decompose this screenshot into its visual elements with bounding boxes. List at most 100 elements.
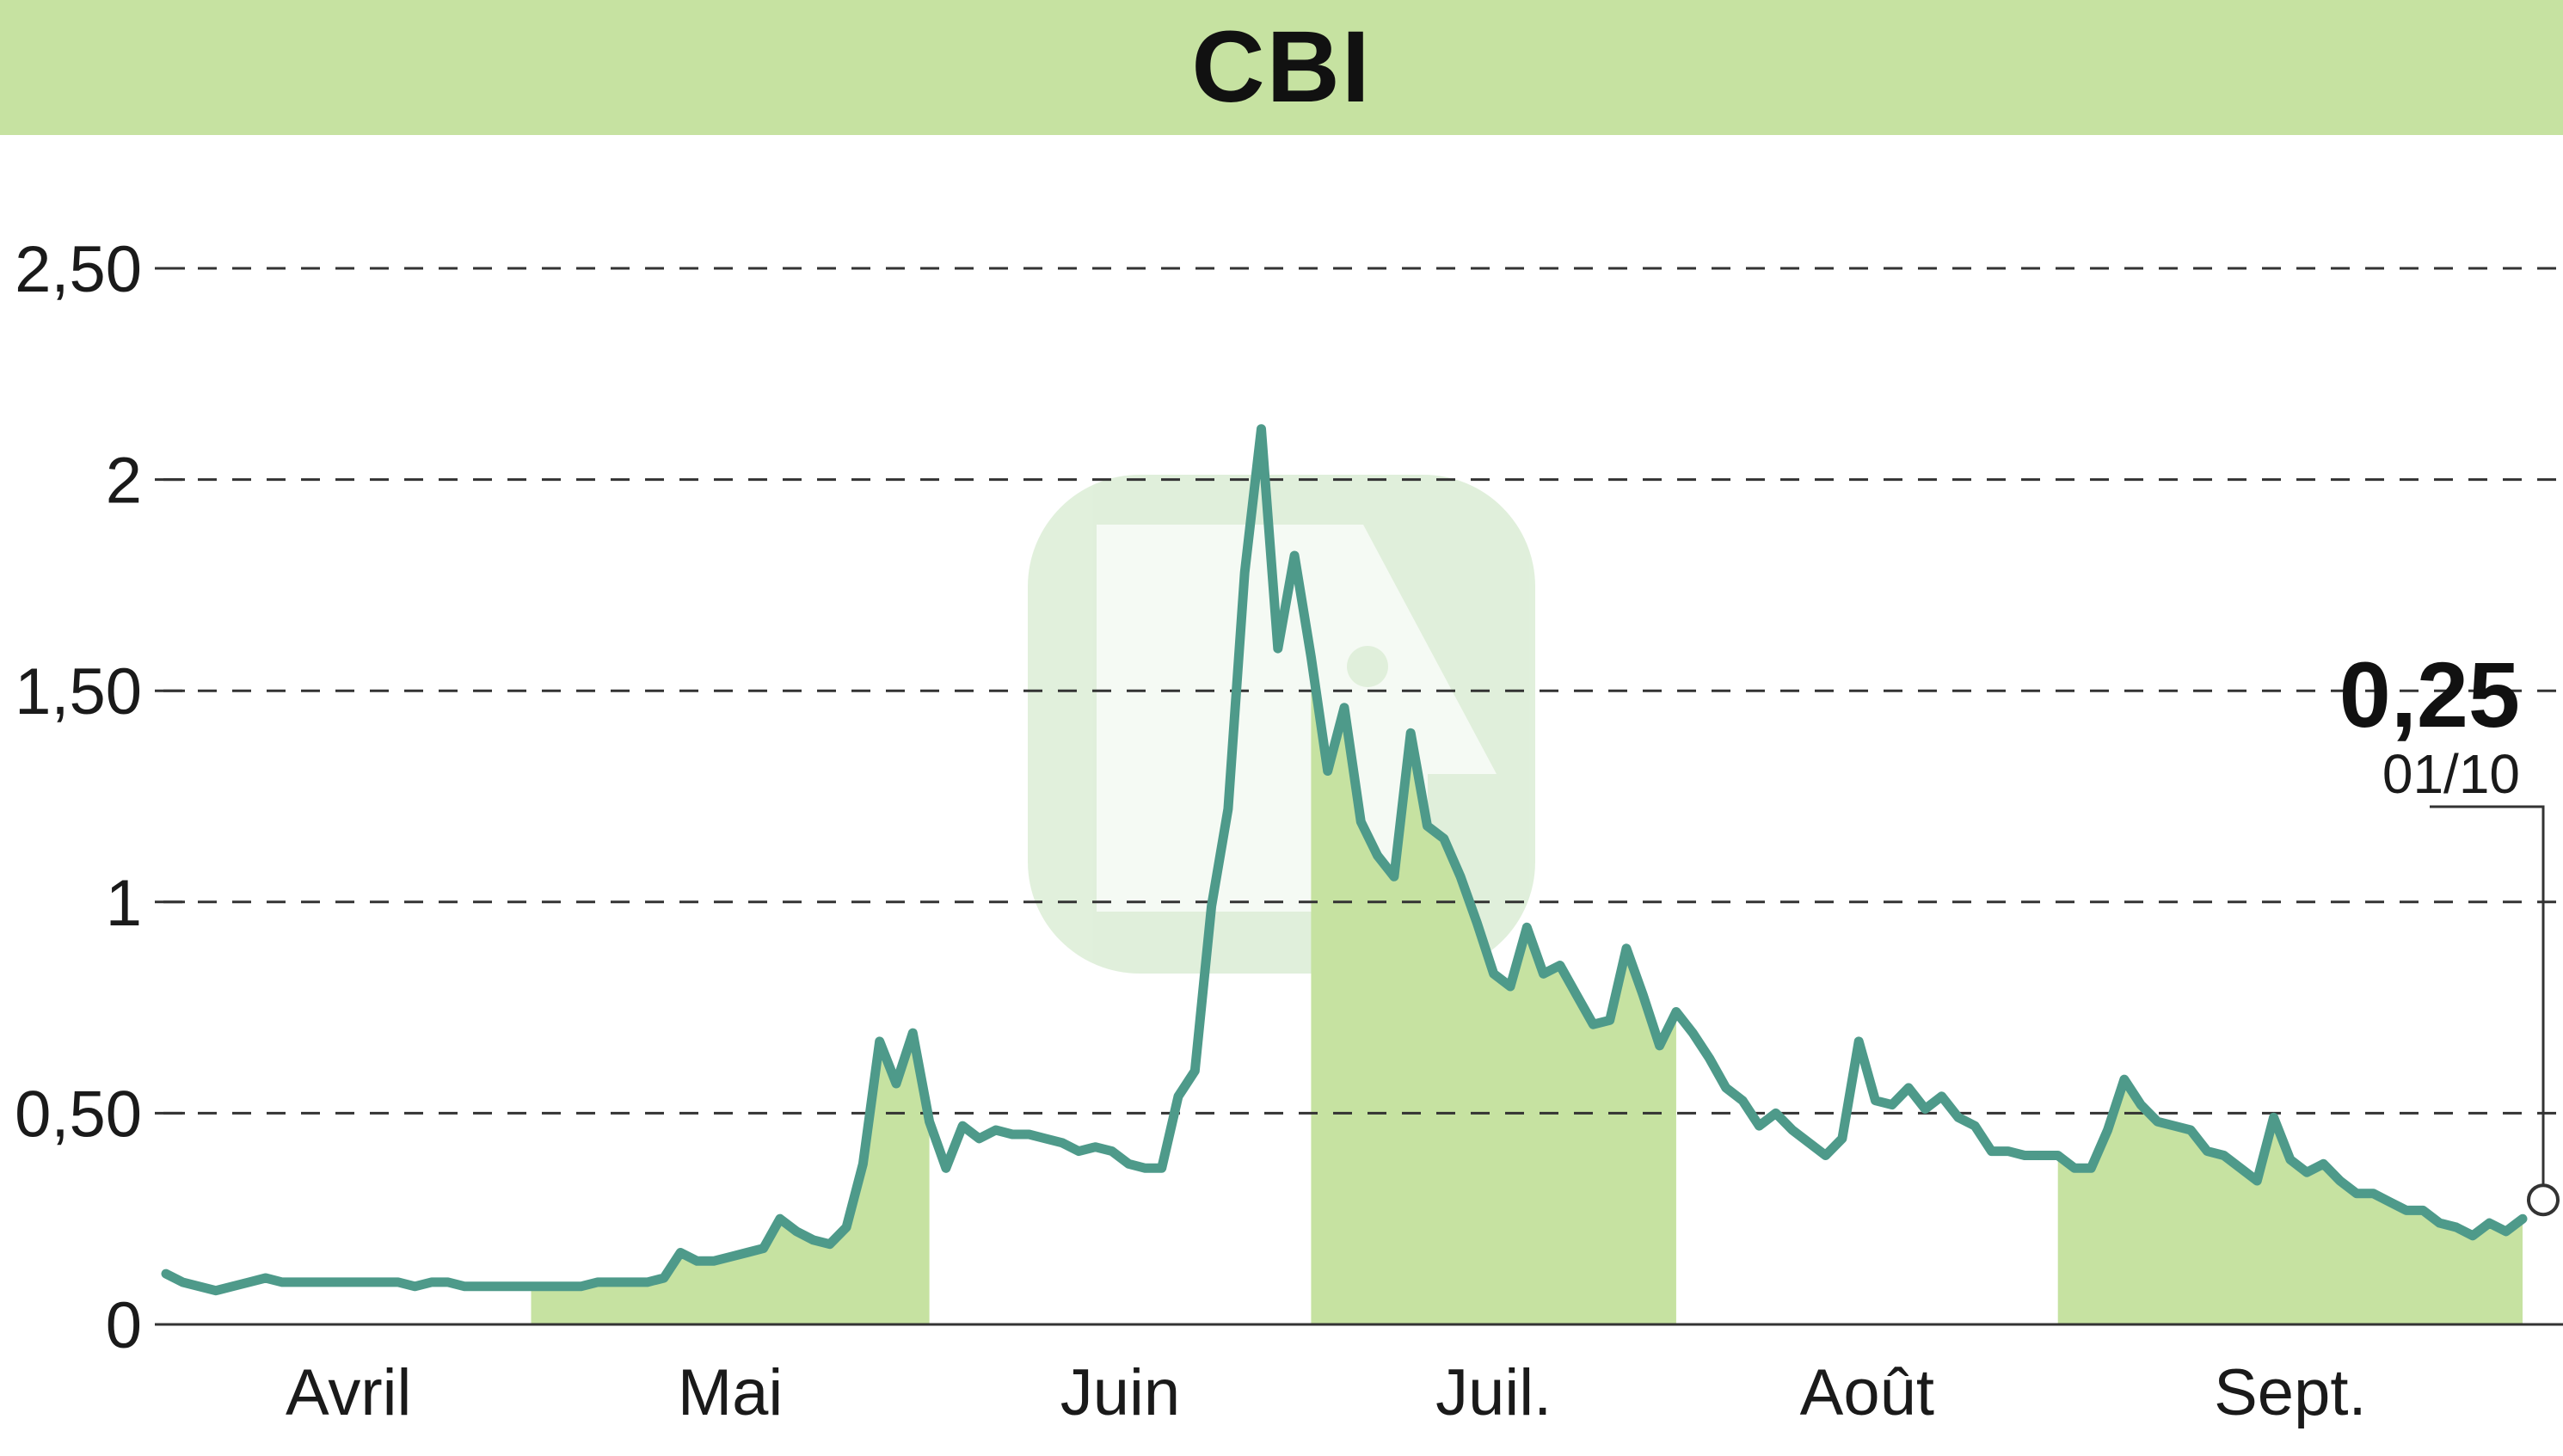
data-point — [2153, 1117, 2162, 1127]
data-point — [1589, 1020, 1598, 1029]
data-point — [1854, 1036, 1864, 1046]
data-point — [1655, 1041, 1664, 1050]
chart-title: CBI — [1191, 10, 1372, 124]
last-value-annotation: 0,25 01/10 — [2339, 642, 2560, 1217]
data-point — [1456, 872, 1466, 882]
data-point — [444, 1277, 453, 1287]
data-point — [327, 1277, 336, 1287]
data-point — [178, 1277, 187, 1287]
data-point — [1572, 990, 1582, 999]
data-point — [775, 1214, 784, 1224]
data-point — [2020, 1151, 2030, 1160]
data-point — [2419, 1206, 2428, 1215]
data-point — [1373, 851, 1382, 860]
data-point — [1290, 551, 1300, 561]
data-point — [1240, 568, 1250, 577]
data-point — [1223, 804, 1232, 814]
data-point — [1439, 834, 1448, 844]
data-point — [2037, 1151, 2046, 1160]
data-point — [1771, 1109, 1780, 1118]
data-point — [958, 1121, 968, 1131]
data-point — [427, 1277, 436, 1287]
data-point — [974, 1133, 984, 1143]
data-point — [2070, 1164, 2080, 1173]
data-point — [1174, 1091, 1183, 1101]
data-point — [1522, 923, 1532, 932]
last-date-label: 01/10 — [2382, 743, 2520, 805]
data-point — [2087, 1164, 2096, 1173]
data-point — [1721, 1083, 1730, 1092]
x-tick-label: Sept. — [2214, 1356, 2366, 1429]
data-point — [2401, 1206, 2411, 1215]
data-point — [1024, 1129, 1034, 1139]
data-point — [1987, 1146, 1996, 1156]
data-point — [626, 1277, 636, 1287]
data-point — [1970, 1121, 1980, 1131]
data-point — [1804, 1138, 1814, 1147]
title-bar: CBI — [0, 0, 2563, 135]
data-point — [742, 1248, 752, 1257]
data-point — [1306, 652, 1316, 661]
data-point — [2468, 1231, 2478, 1240]
data-point — [726, 1252, 735, 1262]
y-tick-label: 2,50 — [15, 233, 142, 306]
data-point — [1008, 1129, 1017, 1139]
data-point — [2103, 1126, 2112, 1135]
data-point — [875, 1036, 884, 1046]
data-point — [609, 1277, 618, 1287]
data-point — [1257, 424, 1266, 433]
data-point — [792, 1226, 802, 1236]
data-point — [1871, 1096, 1880, 1105]
data-point — [2253, 1176, 2262, 1185]
data-point — [1755, 1121, 1764, 1131]
y-tick-label: 0,50 — [15, 1078, 142, 1151]
y-tick-label: 1 — [106, 867, 142, 940]
data-point — [377, 1277, 386, 1287]
data-point — [194, 1281, 204, 1291]
data-point — [1937, 1091, 1946, 1101]
data-point — [2501, 1226, 2511, 1236]
data-point — [394, 1277, 403, 1287]
data-point — [759, 1244, 768, 1253]
y-axis-ticks: 0 0,50 1 1,50 2 2,50 — [15, 233, 185, 1362]
data-point — [244, 1277, 254, 1287]
y-tick-label: 0 — [106, 1289, 142, 1362]
data-point — [1738, 1096, 1748, 1105]
data-point — [842, 1223, 851, 1232]
data-point — [642, 1277, 652, 1287]
data-point — [858, 1159, 868, 1169]
data-point — [1904, 1083, 1914, 1092]
data-point — [1638, 990, 1648, 999]
data-point — [2119, 1075, 2129, 1084]
data-point — [1887, 1100, 1896, 1109]
data-point — [991, 1126, 1000, 1135]
data-point — [709, 1256, 718, 1266]
data-point — [2352, 1189, 2362, 1198]
data-point — [1273, 644, 1282, 654]
data-point — [892, 1079, 901, 1089]
data-point — [593, 1277, 602, 1287]
data-point — [1489, 969, 1498, 979]
data-point — [825, 1239, 834, 1249]
data-point — [1671, 1007, 1681, 1017]
x-tick-label: Juil. — [1435, 1356, 1552, 1429]
data-point — [1323, 766, 1332, 776]
data-point — [1921, 1104, 1930, 1114]
data-point — [1622, 943, 1632, 953]
data-point — [1207, 901, 1216, 911]
data-point — [2003, 1146, 2013, 1156]
data-point — [2335, 1176, 2345, 1185]
data-point — [1057, 1138, 1066, 1147]
data-point — [460, 1281, 470, 1291]
data-point — [310, 1277, 320, 1287]
data-point — [1406, 728, 1416, 738]
data-point — [560, 1281, 569, 1291]
data-point — [360, 1277, 370, 1287]
data-point — [692, 1256, 702, 1266]
data-point — [476, 1281, 486, 1291]
data-point — [410, 1281, 420, 1291]
data-point — [1356, 817, 1366, 826]
x-tick-label: Juin — [1060, 1356, 1180, 1429]
x-tick-label: Août — [1800, 1356, 1934, 1429]
